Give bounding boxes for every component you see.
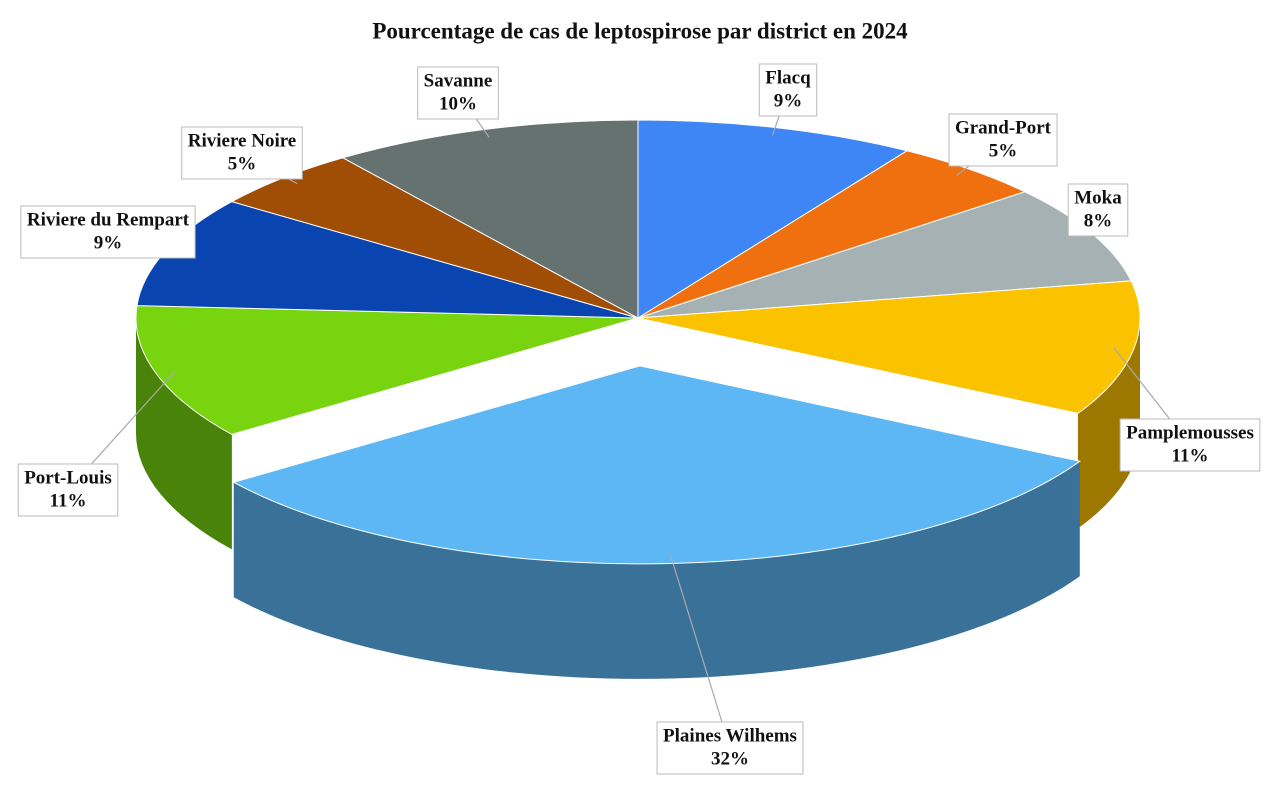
label-box [758,63,818,117]
slice [135,305,639,435]
leader-line [669,553,731,749]
label-name: Moka [1074,187,1122,208]
slice [232,365,1081,565]
slice [637,280,1141,414]
slice [637,119,909,319]
label-name: Grand-Port [955,117,1052,138]
label-name: Port-Louis [24,467,112,488]
label-box [20,205,196,259]
slice [341,119,639,319]
label-name: Savanne [424,70,493,91]
label-name: Plaines Wilhems [663,725,797,746]
label-box [656,721,804,775]
label-name: Flacq [765,67,811,88]
slice-side [233,461,1080,679]
label-name: Riviere du Rempart [27,209,190,230]
slice-side [1077,318,1140,529]
label-value: 5% [228,153,257,174]
label-value: 32% [711,748,749,769]
slice [637,150,1027,319]
label-value: 9% [94,232,123,253]
label-name: Riviere Noire [188,130,297,151]
slice-side [136,318,232,550]
label-value: 11% [50,490,87,511]
label-name: Pamplemousses [1126,422,1254,443]
label-box [181,126,303,180]
label-value: 9% [774,90,803,111]
chart-title: Pourcentage de cas de leptospirose par d… [372,18,908,43]
label-box [1067,183,1129,237]
label-value: 5% [989,140,1018,161]
label-box [1119,418,1261,472]
label-value: 8% [1084,210,1113,231]
label-box [417,66,499,120]
label-value: 10% [439,93,477,114]
label-box [17,463,119,517]
label-value: 11% [1172,445,1209,466]
label-box [948,113,1058,167]
